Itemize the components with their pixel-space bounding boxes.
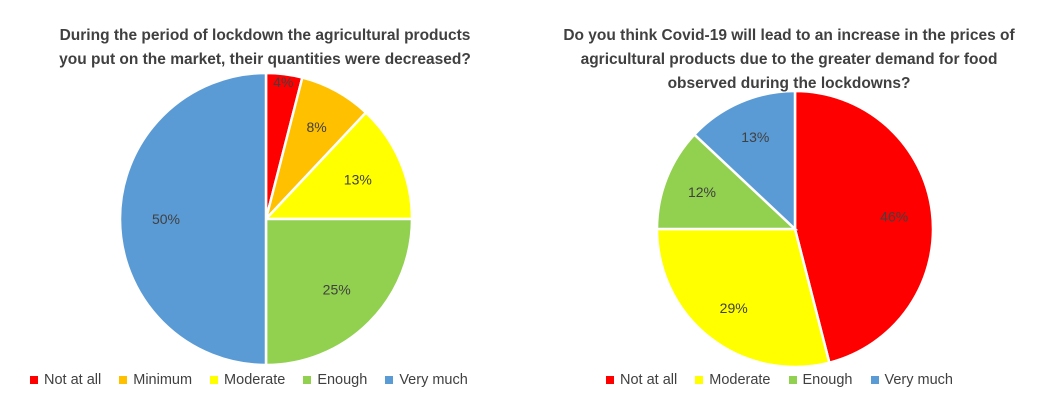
- data-label-enough: 25%: [323, 282, 351, 298]
- pie-slice-enough: [655, 132, 799, 231]
- legend-item-moderate: Moderate: [695, 372, 771, 388]
- data-label-not-at-all: 46%: [880, 209, 908, 225]
- data-label-minimum: 8%: [306, 119, 326, 135]
- legend-swatch: [870, 376, 879, 384]
- chart-title-line: agricultural products due to the greater…: [580, 51, 998, 68]
- chart-title-line: you put on the market, their quantities …: [59, 51, 471, 68]
- legend-swatch: [119, 376, 128, 384]
- pie-slice-moderate: [263, 110, 414, 221]
- data-label-moderate: 29%: [720, 300, 748, 316]
- legend-swatch: [385, 376, 394, 384]
- legend-swatch: [210, 376, 219, 384]
- legend-label: Very much: [399, 372, 468, 388]
- legend-item-enough: Enough: [788, 372, 853, 388]
- chart-legend: Not at all Moderate Enough Very much: [606, 372, 953, 388]
- chart-legend: Not at all Minimum Moderate Enough Very much: [30, 372, 468, 388]
- legend-label: Minimum: [133, 372, 193, 388]
- legend-swatch: [606, 376, 614, 384]
- chart-title-line: observed during the lockdowns?: [667, 75, 911, 92]
- data-label-very-much: 13%: [741, 129, 769, 145]
- legend-item-enough: Enough: [303, 372, 367, 388]
- pie-plot: 4% 8% 13% 25% 50%: [118, 71, 414, 367]
- chart-title-line: Do you think Covid-19 will lead to an in…: [563, 27, 1015, 44]
- legend-item-minimum: Minimum: [119, 372, 192, 388]
- chart-title: During the period of lockdown the agricu…: [0, 24, 530, 72]
- pie-slice-enough: [264, 217, 414, 367]
- legend-item-very-much: Very much: [385, 372, 468, 388]
- data-label-moderate: 13%: [344, 171, 372, 187]
- legend-item-not-at-all: Not at all: [30, 372, 101, 388]
- pie-slice-very-much: [692, 89, 797, 232]
- pie-plot: 46% 29% 12% 13%: [655, 89, 935, 369]
- legend-item-not-at-all: Not at all: [606, 372, 677, 388]
- legend-swatch: [695, 376, 704, 384]
- legend-swatch: [788, 376, 797, 384]
- chart-title: Do you think Covid-19 will lead to an in…: [530, 24, 1048, 96]
- pie-slice-very-much: [118, 71, 268, 367]
- legend-label: Moderate: [709, 372, 771, 388]
- data-label-very-much: 50%: [152, 211, 180, 227]
- pie-slice-not-at-all: [793, 89, 935, 365]
- pie-chart-lockdown-quantities: During the period of lockdown the agricu…: [0, 24, 530, 388]
- legend-swatch: [30, 376, 38, 384]
- data-label-enough: 12%: [688, 184, 716, 200]
- legend-label: Very much: [884, 372, 954, 388]
- data-label-not-at-all: 4%: [273, 74, 293, 90]
- legend-swatch: [303, 376, 312, 384]
- legend-item-very-much: Very much: [870, 372, 954, 388]
- chart-title-line: During the period of lockdown the agricu…: [59, 27, 471, 44]
- pie-slice-moderate: [655, 227, 831, 369]
- legend-label: Not at all: [44, 372, 102, 388]
- legend-item-moderate: Moderate: [210, 372, 285, 388]
- legend-label: Not at all: [620, 372, 678, 388]
- legend-label: Enough: [802, 372, 853, 388]
- pie-chart-covid-prices: Do you think Covid-19 will lead to an in…: [530, 0, 1048, 403]
- legend-label: Moderate: [224, 372, 286, 388]
- legend-label: Enough: [317, 372, 368, 388]
